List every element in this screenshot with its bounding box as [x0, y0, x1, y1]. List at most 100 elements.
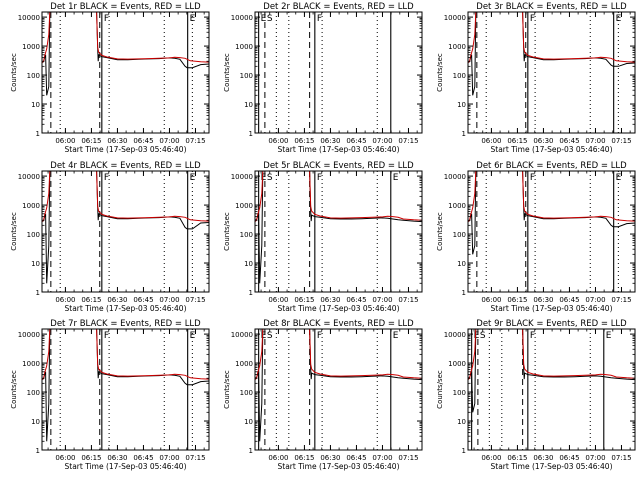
x-tick-label: 07:15: [185, 296, 205, 304]
event-marker-label: E: [190, 173, 196, 183]
y-tick-label: 100: [240, 72, 253, 80]
event-marker-label: F: [104, 14, 109, 24]
y-axis-label: Counts/sec: [10, 53, 18, 92]
event-marker-label: F: [104, 173, 109, 183]
y-tick-label: 1000: [448, 360, 466, 368]
x-tick-label: 06:00: [268, 454, 288, 462]
panel-title: Det 7r BLACK = Events, RED = LLD: [50, 319, 201, 329]
y-tick-label: 1: [36, 447, 40, 455]
x-axis-label: Start Time (17-Sep-03 05:46:40): [278, 304, 400, 313]
y-tick-label: 1: [249, 289, 253, 297]
series-line-events: [468, 171, 635, 255]
x-tick-label: 07:00: [585, 296, 605, 304]
x-tick-label: 06:30: [320, 454, 340, 462]
x-tick-label: 06:15: [294, 454, 314, 462]
series-line-events: [255, 171, 422, 284]
event-marker-label: E: [190, 14, 196, 24]
event-marker-label: E: [190, 331, 196, 341]
x-tick-label: 07:00: [372, 137, 392, 145]
event-marker-label: E: [606, 331, 612, 341]
series-line-events: [468, 12, 635, 96]
x-tick-label: 06:45: [559, 454, 579, 462]
x-axis-label: Start Time (17-Sep-03 05:46:40): [491, 462, 613, 471]
plot-frame: [467, 170, 636, 293]
detector-panel-2: Det 2r BLACK = Events, RED = LLD E F S 1 10 10…: [223, 2, 423, 154]
x-tick-label: 07:15: [611, 296, 631, 304]
x-tick-label: 07:15: [185, 137, 205, 145]
detector-panel-3: Det 3r BLACK = Events, RED = LLD F E 1 10 100…: [436, 2, 636, 154]
y-tick-label: 10: [457, 101, 466, 109]
event-marker-label: F: [530, 14, 535, 24]
y-tick-label: 10: [457, 260, 466, 268]
y-axis-label: Counts/sec: [223, 212, 231, 251]
x-tick-label: 06:00: [268, 296, 288, 304]
y-tick-label: 10: [31, 418, 40, 426]
plot-frame: [41, 328, 210, 451]
y-tick-label: 10: [31, 260, 40, 268]
y-tick-label: 1: [462, 289, 466, 297]
x-tick-label: 06:15: [294, 296, 314, 304]
y-tick-label: 1: [462, 130, 466, 138]
x-tick-label: 06:15: [507, 454, 527, 462]
x-tick-label: 06:30: [320, 296, 340, 304]
y-tick-label: 10000: [231, 331, 253, 339]
x-tick-label: 06:00: [55, 296, 75, 304]
event-marker-label: E: [261, 331, 267, 341]
y-tick-label: 10000: [444, 14, 466, 22]
y-tick-label: 100: [240, 231, 253, 239]
plot-frame: [254, 11, 423, 134]
y-tick-label: 1000: [22, 202, 40, 210]
y-tick-label: 1000: [448, 43, 466, 51]
event-marker-label: F: [317, 173, 322, 183]
x-tick-label: 06:45: [559, 296, 579, 304]
y-tick-label: 100: [27, 389, 40, 397]
plot-frame: [467, 11, 636, 134]
y-tick-label: 10000: [444, 173, 466, 181]
x-tick-label: 07:00: [159, 454, 179, 462]
y-tick-label: 10000: [231, 173, 253, 181]
series-line-events: [42, 329, 209, 442]
y-axis-label: Counts/sec: [436, 212, 444, 251]
y-tick-label: 10: [244, 101, 253, 109]
y-tick-label: 10000: [231, 14, 253, 22]
y-axis-label: Counts/sec: [10, 370, 18, 409]
series-line-lld: [468, 12, 635, 63]
y-tick-label: 10: [31, 101, 40, 109]
detector-panel-7: Det 7r BLACK = Events, RED = LLD F E 1 10 100…: [10, 319, 210, 471]
series-line-lld: [255, 171, 422, 222]
y-tick-label: 100: [27, 231, 40, 239]
event-marker-label: E: [616, 14, 622, 24]
y-tick-label: 100: [453, 231, 466, 239]
panel-title: Det 5r BLACK = Events, RED = LLD: [263, 161, 414, 171]
x-tick-label: 07:15: [611, 454, 631, 462]
plot-frame: [254, 170, 423, 293]
plot-frame: [41, 11, 210, 134]
x-tick-label: 06:30: [320, 137, 340, 145]
x-tick-label: 06:00: [55, 137, 75, 145]
series-line-events: [42, 171, 209, 284]
x-axis-label: Start Time (17-Sep-03 05:46:40): [65, 462, 187, 471]
series-line-events: [468, 329, 635, 413]
y-tick-label: 1000: [235, 202, 253, 210]
series-line-events: [255, 329, 422, 442]
x-tick-label: 07:15: [611, 137, 631, 145]
x-tick-label: 06:30: [107, 454, 127, 462]
event-marker-label: F: [317, 14, 322, 24]
x-tick-label: 06:15: [81, 296, 101, 304]
event-marker-label: S: [267, 173, 273, 183]
y-tick-label: 1: [36, 289, 40, 297]
x-tick-label: 06:45: [346, 454, 366, 462]
panel-title: Det 9r BLACK = Events, RED = LLD: [476, 319, 627, 329]
panel-title: Det 8r BLACK = Events, RED = LLD: [263, 319, 414, 329]
plot-frame: [254, 328, 423, 451]
y-tick-label: 100: [240, 389, 253, 397]
x-tick-label: 07:00: [159, 137, 179, 145]
y-tick-label: 100: [453, 389, 466, 397]
y-tick-label: 1: [462, 447, 466, 455]
event-marker-label: S: [267, 14, 273, 24]
x-tick-label: 06:15: [507, 296, 527, 304]
y-axis-label: Counts/sec: [10, 212, 18, 251]
panel-title: Det 6r BLACK = Events, RED = LLD: [476, 161, 627, 171]
x-tick-label: 06:15: [81, 137, 101, 145]
